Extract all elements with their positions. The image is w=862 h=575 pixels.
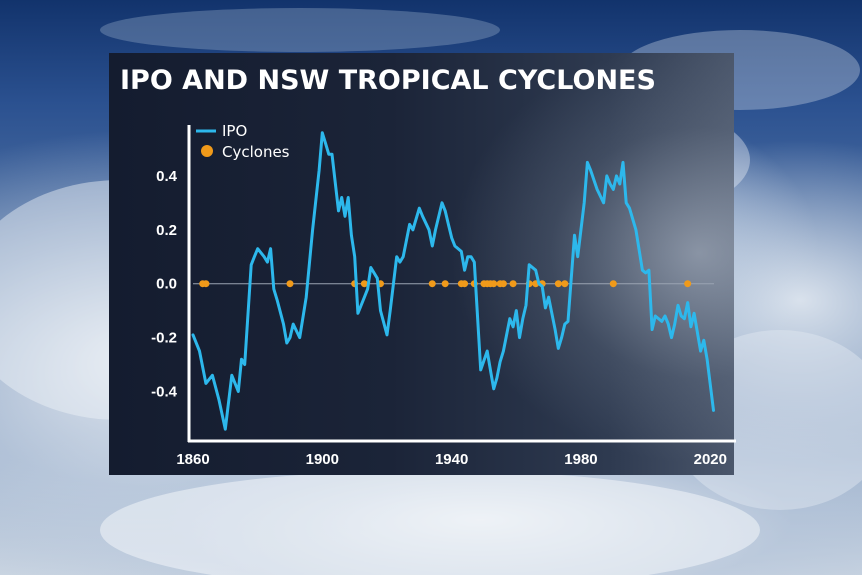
y-tick-label: -0.4 — [151, 383, 178, 400]
y-tick-label: 0.4 — [156, 168, 178, 185]
legend-cyclones-label: Cyclones — [222, 143, 290, 161]
chart-panel — [109, 53, 734, 475]
y-tick-label: 0.2 — [156, 222, 177, 239]
cyclone-point — [509, 280, 517, 288]
cyclone-point — [428, 280, 436, 288]
x-tick-label: 1900 — [306, 451, 339, 468]
plot-area: 0.4 0.2 0.0 -0.2 -0.4 1860 1900 1940 1980 2020 — [151, 125, 736, 468]
legend-cyclones-swatch — [201, 145, 213, 157]
legend-ipo-label: IPO — [222, 122, 247, 140]
cyclone-point — [684, 280, 692, 288]
x-tick-label: 1940 — [435, 451, 468, 468]
y-tick-label: -0.2 — [151, 330, 177, 347]
chart-title: IPO AND NSW TROPICAL CYCLONES — [120, 65, 656, 96]
cyclone-point — [286, 280, 294, 288]
x-tick-label: 2020 — [694, 451, 727, 468]
cyclone-point — [561, 280, 569, 288]
cyclone-point — [360, 280, 368, 288]
x-tick-label: 1980 — [564, 451, 597, 468]
cyclone-point — [202, 280, 210, 288]
cyclone-point — [554, 280, 562, 288]
x-tick-labels: 1860 1900 1940 1980 2020 — [176, 451, 727, 468]
cyclone-point — [499, 280, 507, 288]
legend: IPO Cyclones — [196, 122, 290, 161]
cyclone-point — [609, 280, 617, 288]
y-tick-labels: 0.4 0.2 0.0 -0.2 -0.4 — [151, 168, 178, 401]
cyclone-points — [199, 280, 692, 288]
y-tick-label: 0.0 — [156, 276, 177, 293]
x-tick-label: 1860 — [176, 451, 209, 468]
cyclone-point — [461, 280, 469, 288]
cyclone-point — [490, 280, 498, 288]
ipo-series-line — [191, 131, 715, 431]
cyclone-point — [441, 280, 449, 288]
